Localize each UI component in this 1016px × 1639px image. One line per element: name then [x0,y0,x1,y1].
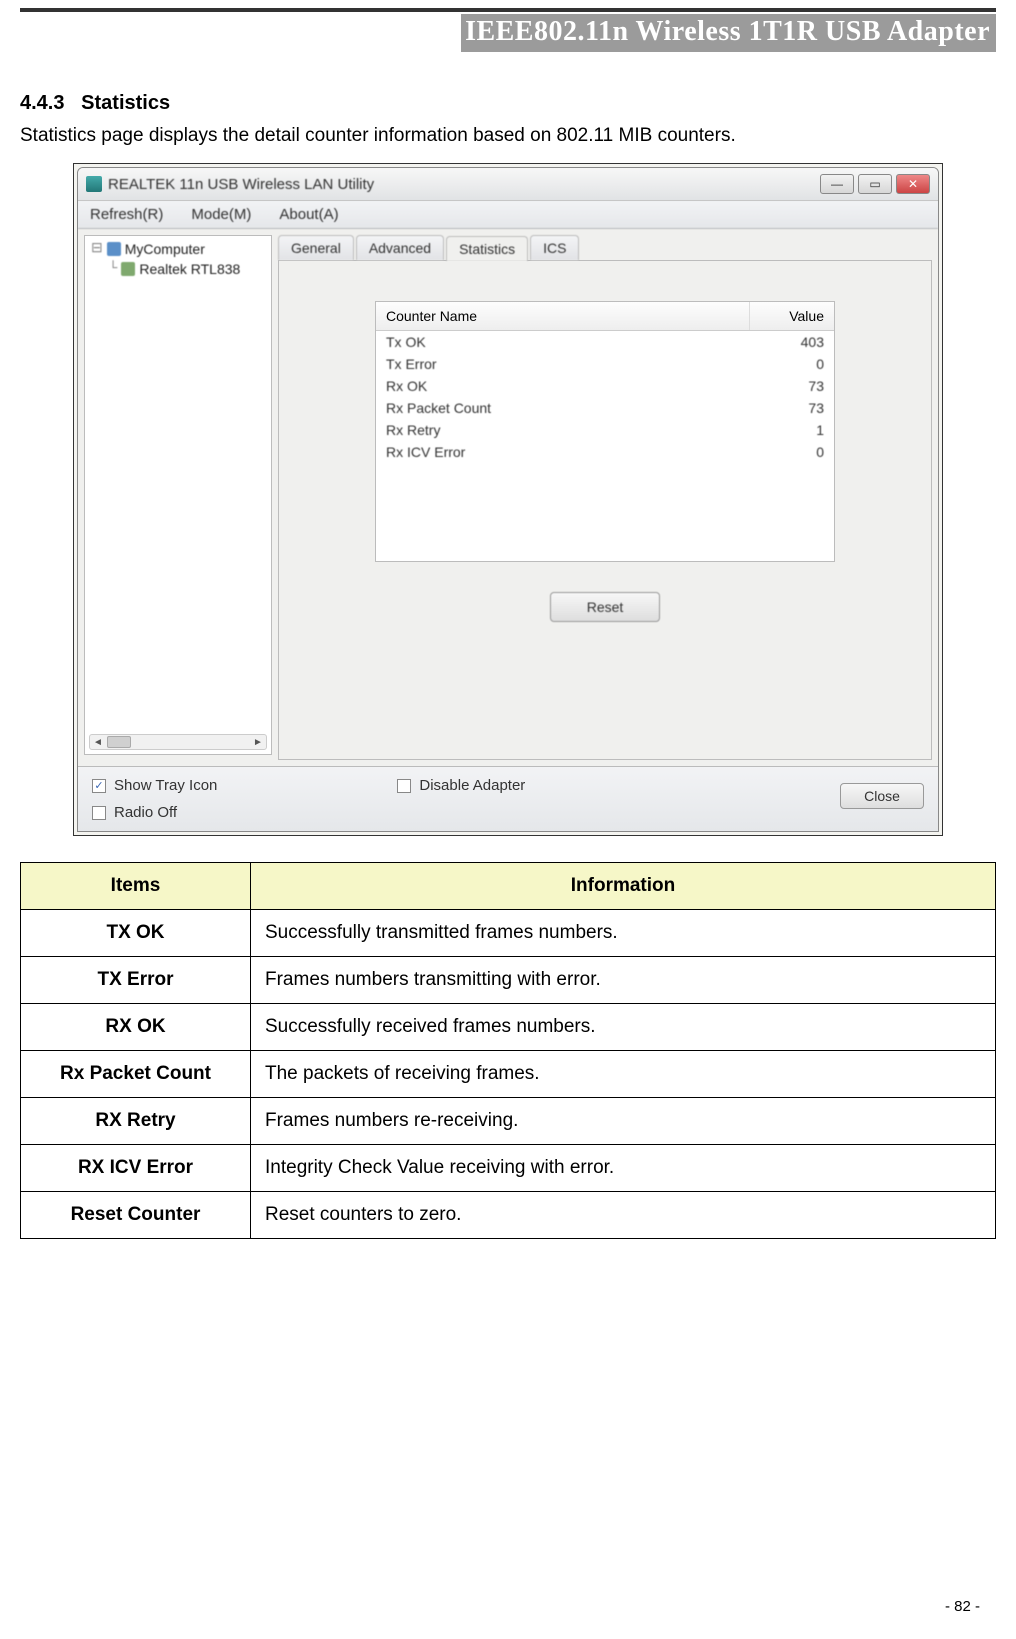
tree-root[interactable]: ⊟ MyComputer [91,240,265,257]
counter-name: Tx OK [386,334,754,350]
def-item: Reset Counter [21,1192,251,1239]
menu-mode[interactable]: Mode(M) [191,206,251,223]
counter-name: Rx OK [386,378,754,394]
counter-name: Rx ICV Error [386,444,754,460]
counter-value: 0 [754,444,824,460]
radio-off-label: Radio Off [114,804,177,821]
radio-off-checkbox[interactable]: Radio Off [92,804,217,821]
maximize-button[interactable]: ▭ [858,174,892,194]
counter-value: 73 [754,378,824,394]
checkbox-icon [397,779,411,793]
def-info: Reset counters to zero. [251,1192,996,1239]
col-value: Value [750,302,834,330]
checkbox-icon: ✓ [92,779,106,793]
show-tray-label: Show Tray Icon [114,777,217,794]
tab-general[interactable]: General [278,235,354,260]
window-controls: — ▭ ✕ [820,174,930,194]
table-row: RX ICV ErrorIntegrity Check Value receiv… [21,1145,996,1192]
counter-row: Tx OK403 [376,331,834,353]
table-row: RX RetryFrames numbers re-receiving. [21,1098,996,1145]
table-row: TX OKSuccessfully transmitted frames num… [21,910,996,957]
screenshot-figure: REALTEK 11n USB Wireless LAN Utility — ▭… [73,163,943,836]
content-pane: General Advanced Statistics ICS Counter … [278,235,932,760]
table-row: Rx Packet CountThe packets of receiving … [21,1051,996,1098]
tab-statistics[interactable]: Statistics [446,236,528,261]
counter-row: Rx ICV Error0 [376,441,834,463]
th-info: Information [251,863,996,910]
footer-mid: Disable Adapter [397,777,525,794]
def-item: RX Retry [21,1098,251,1145]
counter-body: Tx OK403Tx Error0Rx OK73Rx Packet Count7… [376,331,834,561]
counter-row: Tx Error0 [376,353,834,375]
counter-row: Rx OK73 [376,375,834,397]
show-tray-checkbox[interactable]: ✓ Show Tray Icon [92,777,217,794]
window-footer: ✓ Show Tray Icon Radio Off Disable Adapt… [78,766,938,831]
menu-refresh[interactable]: Refresh(R) [90,206,163,223]
tree-root-label: MyComputer [125,241,205,257]
close-button[interactable]: Close [840,783,924,809]
counter-row: Rx Retry1 [376,419,834,441]
table-row: TX ErrorFrames numbers transmitting with… [21,957,996,1004]
counter-name: Rx Retry [386,422,754,438]
section-number: 4.4.3 [20,92,64,114]
def-item: TX Error [21,957,251,1004]
counter-head: Counter Name Value [376,302,834,331]
section-heading: 4.4.3 Statistics [20,92,996,115]
counter-table: Counter Name Value Tx OK403Tx Error0Rx O… [375,301,835,562]
def-info: Frames numbers transmitting with error. [251,957,996,1004]
tree-child[interactable]: └ Realtek RTL838 [109,261,265,277]
counter-value: 403 [754,334,824,350]
definition-table: Items Information TX OKSuccessfully tran… [20,862,996,1239]
table-row: Reset CounterReset counters to zero. [21,1192,996,1239]
window-body: ⊟ MyComputer └ Realtek RTL838 ◄ ► Genera… [78,229,938,766]
section-title: Statistics [81,92,170,114]
section-intro: Statistics page displays the detail coun… [20,125,996,147]
def-item: RX OK [21,1004,251,1051]
def-item: Rx Packet Count [21,1051,251,1098]
titlebar: REALTEK 11n USB Wireless LAN Utility — ▭… [78,168,938,201]
table-row: RX OKSuccessfully received frames number… [21,1004,996,1051]
def-info: Frames numbers re-receiving. [251,1098,996,1145]
tab-body: Counter Name Value Tx OK403Tx Error0Rx O… [278,260,932,760]
counter-value: 1 [754,422,824,438]
close-window-button[interactable]: ✕ [896,174,930,194]
header-title: IEEE802.11n Wireless 1T1R USB Adapter [461,14,996,52]
window-title: REALTEK 11n USB Wireless LAN Utility [108,176,814,193]
def-item: RX ICV Error [21,1145,251,1192]
th-items: Items [21,863,251,910]
def-info: Successfully received frames numbers. [251,1004,996,1051]
menubar: Refresh(R) Mode(M) About(A) [78,201,938,229]
reset-button[interactable]: Reset [550,592,660,622]
counter-row: Rx Packet Count73 [376,397,834,419]
app-icon [86,176,102,192]
tree-child-label: Realtek RTL838 [139,261,240,277]
footer-left: ✓ Show Tray Icon Radio Off [92,777,217,821]
counter-value: 73 [754,400,824,416]
col-counter-name: Counter Name [376,302,750,330]
header-bar: IEEE802.11n Wireless 1T1R USB Adapter [20,8,996,52]
counter-name: Rx Packet Count [386,400,754,416]
checkbox-icon [92,806,106,820]
disable-adapter-label: Disable Adapter [419,777,525,794]
counter-name: Tx Error [386,356,754,372]
device-tree: ⊟ MyComputer └ Realtek RTL838 ◄ ► [84,235,272,755]
minimize-button[interactable]: — [820,174,854,194]
tab-ics[interactable]: ICS [530,235,579,260]
page: IEEE802.11n Wireless 1T1R USB Adapter 4.… [0,8,1016,1639]
tree-scrollbar[interactable]: ◄ ► [89,734,267,750]
tab-advanced[interactable]: Advanced [356,235,444,260]
counter-value: 0 [754,356,824,372]
def-item: TX OK [21,910,251,957]
disable-adapter-checkbox[interactable]: Disable Adapter [397,777,525,794]
tabs: General Advanced Statistics ICS [278,235,932,260]
page-number: - 82 - [945,1598,980,1615]
def-info: Integrity Check Value receiving with err… [251,1145,996,1192]
app-window: REALTEK 11n USB Wireless LAN Utility — ▭… [77,167,939,832]
menu-about[interactable]: About(A) [279,206,338,223]
def-info: Successfully transmitted frames numbers. [251,910,996,957]
def-info: The packets of receiving frames. [251,1051,996,1098]
